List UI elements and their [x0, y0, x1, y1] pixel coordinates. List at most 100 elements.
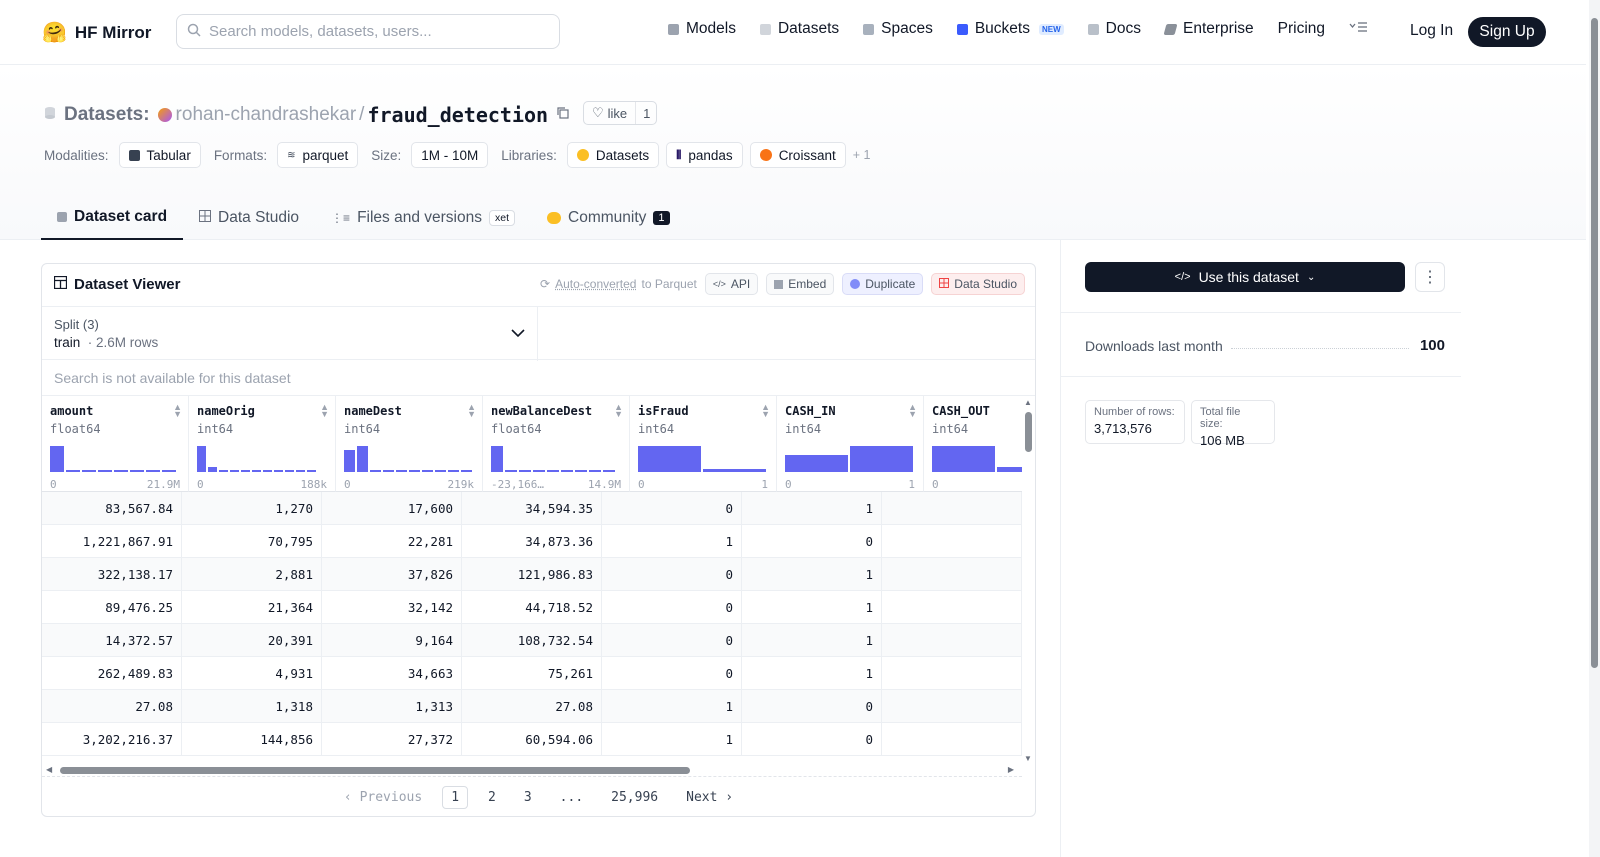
column-header[interactable]: nameOrig int64 ▲ ▼ 0 188k	[189, 396, 336, 492]
page-scroll-thumb[interactable]	[1591, 18, 1598, 668]
tag-datasets-lib[interactable]: Datasets	[566, 142, 660, 168]
histogram-bar[interactable]	[396, 470, 407, 472]
histogram-bar[interactable]	[66, 470, 80, 472]
table-cell[interactable]: 60,594.06	[462, 723, 602, 756]
table-cell[interactable]: 1	[742, 657, 882, 690]
table-cell[interactable]: 0	[602, 558, 742, 591]
column-header[interactable]: amount float64 ▲ ▼ 0 21.9M	[42, 396, 189, 492]
histogram-bar[interactable]	[344, 450, 355, 472]
dataset-name[interactable]: fraud_detection	[367, 103, 549, 127]
table-cell[interactable]: 14,372.57	[42, 624, 182, 657]
table-row[interactable]: 89,476.25 21,364 32,142 44,718.52 0 1	[42, 591, 1022, 624]
histogram-bar[interactable]	[461, 470, 472, 472]
histogram-bar[interactable]	[114, 470, 128, 472]
histogram-bar[interactable]	[296, 470, 305, 472]
tag-size[interactable]: 1M - 10M	[411, 142, 489, 168]
histogram-bar[interactable]	[448, 470, 459, 472]
use-dataset-button[interactable]: </> Use this dataset ⌄	[1085, 262, 1405, 292]
signup-button[interactable]: Sign Up	[1468, 17, 1546, 47]
table-cell[interactable]: 0	[742, 723, 882, 756]
table-cell[interactable]: 1,318	[182, 690, 322, 723]
table-cell[interactable]	[882, 723, 1022, 756]
histogram-bar[interactable]	[850, 446, 913, 472]
table-cell[interactable]: 34,873.36	[462, 525, 602, 558]
table-cell[interactable]: 1	[602, 525, 742, 558]
previous-page-button[interactable]: ‹ Previous	[343, 789, 423, 805]
table-cell[interactable]: 1	[742, 624, 882, 657]
histogram-bar[interactable]	[230, 470, 239, 472]
sort-icon[interactable]: ▲ ▼	[614, 402, 623, 419]
table-cell[interactable]: 1	[742, 558, 882, 591]
tab-data-studio[interactable]: Data Studio	[183, 195, 315, 240]
table-cell[interactable]: 262,489.83	[42, 657, 182, 690]
nav-docs[interactable]: Docs	[1087, 20, 1141, 38]
sort-icon[interactable]: ▲ ▼	[467, 402, 476, 419]
brand-logo[interactable]: 🤗 HF Mirror	[42, 20, 151, 45]
table-cell[interactable]: 0	[602, 492, 742, 525]
split-selector[interactable]: Split (3) train · 2.6M rows	[42, 306, 1035, 361]
page-3[interactable]: 3	[523, 789, 532, 805]
split-box[interactable]: Split (3) train · 2.6M rows	[42, 307, 538, 361]
table-cell[interactable]: 144,856	[182, 723, 322, 756]
horizontal-scrollbar[interactable]: ◀ ▶	[42, 763, 1022, 777]
sort-icon[interactable]: ▲ ▼	[320, 402, 329, 419]
table-cell[interactable]: 44,718.52	[462, 591, 602, 624]
histogram-bar[interactable]	[162, 470, 176, 472]
table-cell[interactable]: 34,663	[322, 657, 462, 690]
tag-pandas-lib[interactable]: ⦀ pandas	[666, 142, 743, 168]
table-cell[interactable]: 89,476.25	[42, 591, 182, 624]
histogram-bar[interactable]	[146, 470, 160, 472]
search-input[interactable]: Search models, datasets, users...	[176, 14, 560, 49]
table-cell[interactable]: 1,270	[182, 492, 322, 525]
column-header[interactable]: isFraud int64 ▲ ▼ 0 1	[630, 396, 777, 492]
breadcrumb-user[interactable]: rohan-chandrashekar	[175, 104, 357, 125]
table-cell[interactable]: 1	[602, 723, 742, 756]
page-last[interactable]: 25,996	[611, 789, 659, 805]
scroll-right-icon[interactable]: ▶	[1007, 765, 1014, 774]
table-cell[interactable]: 1,313	[322, 690, 462, 723]
table-cell[interactable]: 322,138.17	[42, 558, 182, 591]
nav-pricing[interactable]: Pricing	[1278, 20, 1325, 38]
table-cell[interactable]: 9,164	[322, 624, 462, 657]
table-cell[interactable]: 83,567.84	[42, 492, 182, 525]
table-cell[interactable]	[882, 657, 1022, 690]
table-cell[interactable]: 3,202,216.37	[42, 723, 182, 756]
histogram-bar[interactable]	[241, 470, 250, 472]
table-cell[interactable]: 22,281	[322, 525, 462, 558]
scroll-down-icon[interactable]: ▼	[1024, 754, 1032, 763]
page-2[interactable]: 2	[488, 789, 496, 805]
table-cell[interactable]: 4,931	[182, 657, 322, 690]
nav-more-menu[interactable]	[1349, 20, 1369, 38]
table-cell[interactable]: 121,986.83	[462, 558, 602, 591]
page-1[interactable]: 1	[442, 785, 469, 809]
histogram-bar[interactable]	[274, 470, 283, 472]
histogram-bar[interactable]	[589, 470, 601, 472]
embed-button[interactable]: Embed	[766, 273, 835, 295]
histogram-bar[interactable]	[219, 470, 228, 472]
table-row[interactable]: 3,202,216.37 144,856 27,372 60,594.06 1 0	[42, 723, 1022, 756]
copy-icon[interactable]	[556, 104, 570, 126]
table-cell[interactable]: 34,594.35	[462, 492, 602, 525]
table-cell[interactable]: 2,881	[182, 558, 322, 591]
histogram-bar[interactable]	[533, 470, 545, 472]
nav-models[interactable]: Models	[668, 20, 736, 38]
more-libraries[interactable]: + 1	[852, 148, 871, 162]
tab-dataset-card[interactable]: Dataset card	[41, 195, 184, 240]
table-row[interactable]: 14,372.57 20,391 9,164 108,732.54 0 1	[42, 624, 1022, 657]
histogram-bar[interactable]	[307, 470, 316, 472]
histogram-bar[interactable]	[263, 470, 272, 472]
table-row[interactable]: 262,489.83 4,931 34,663 75,261 0 1	[42, 657, 1022, 690]
table-cell[interactable]	[882, 525, 1022, 558]
histogram-bar[interactable]	[130, 470, 144, 472]
page-scrollbar[interactable]	[1589, 0, 1600, 857]
nav-spaces[interactable]: Spaces	[863, 20, 933, 38]
horizontal-scroll-thumb[interactable]	[60, 767, 690, 774]
table-cell[interactable]	[882, 591, 1022, 624]
tab-files[interactable]: ⋮≡ Files and versions xet	[315, 195, 531, 240]
scroll-left-icon[interactable]: ◀	[46, 765, 53, 774]
table-cell[interactable]: 1	[742, 492, 882, 525]
table-cell[interactable]: 37,826	[322, 558, 462, 591]
nav-buckets[interactable]: Buckets NEW	[956, 20, 1064, 38]
sort-icon[interactable]: ▲ ▼	[908, 402, 917, 419]
tag-parquet[interactable]: ≋ parquet	[277, 142, 359, 168]
